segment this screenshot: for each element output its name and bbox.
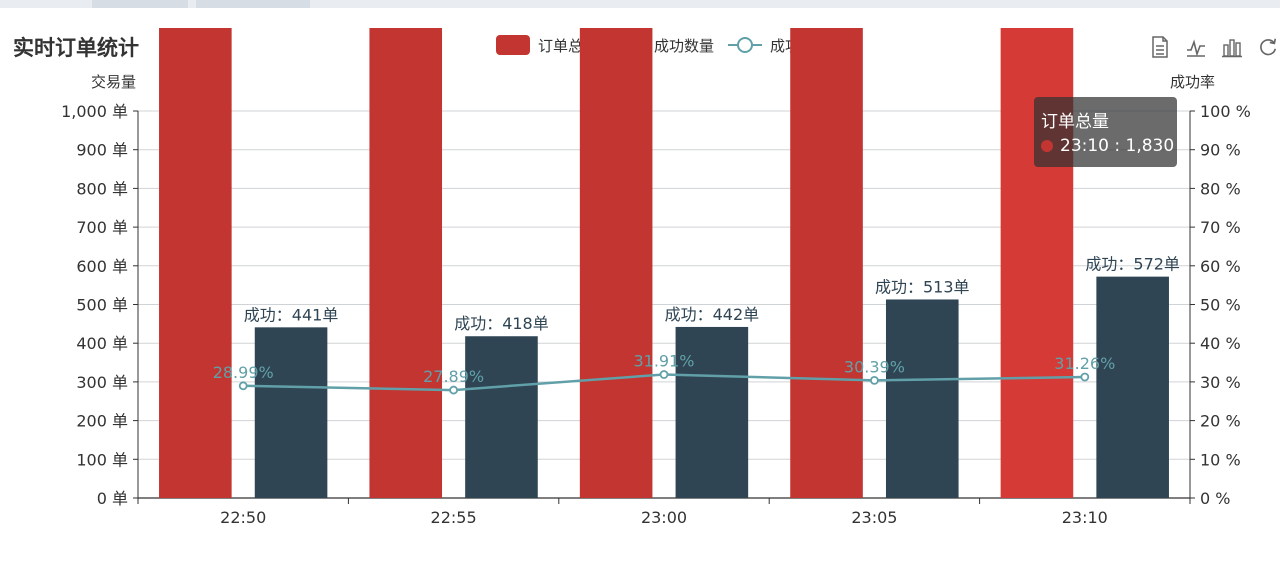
bar-success-count: [1096, 276, 1169, 498]
y-tick-label: 900 单: [76, 141, 128, 160]
y-right-tick-label: 90 %: [1200, 141, 1241, 160]
y-right-tick-label: 50 %: [1200, 296, 1241, 315]
y-right-axis-title: 成功率: [1170, 73, 1215, 91]
bar-total-orders: [159, 28, 232, 498]
point-success-rate: [1080, 372, 1090, 382]
chart-tooltip: 订单总量 23:10 : 1,830: [1034, 97, 1177, 167]
bar-total-orders: [579, 28, 653, 498]
bar-label-success-count: 成功：418单: [454, 314, 549, 333]
y-right-tick-label: 70 %: [1200, 218, 1241, 237]
restore-icon[interactable]: [1258, 36, 1278, 58]
legend-swatch-total-orders: [496, 35, 530, 55]
line-chart-icon[interactable]: [1186, 36, 1206, 58]
y-right-tick-label: 10 %: [1200, 450, 1241, 469]
bar-label-success-count: 成功：441单: [244, 305, 339, 324]
chart-title: 实时订单统计: [13, 36, 139, 60]
y-tick-label: 1,000 单: [61, 102, 128, 121]
x-tick-label: 22:50: [220, 508, 266, 527]
y-tick-label: 100 单: [76, 450, 128, 469]
y-tick-label: 700 单: [76, 218, 128, 237]
y-right-tick-label: 60 %: [1200, 257, 1241, 276]
y-right-tick-label: 40 %: [1200, 334, 1241, 353]
point-label-success-rate: 28.99%: [213, 363, 274, 382]
y-right-tick-label: 100 %: [1200, 102, 1251, 121]
point-label-success-rate: 31.26%: [1054, 354, 1115, 373]
chart-legend: 订单总量 成功数量 成功率: [496, 33, 829, 57]
y-tick-label: 600 单: [76, 257, 128, 276]
y-axis-title: 交易量: [91, 73, 136, 91]
y-tick-label: 500 单: [76, 296, 128, 315]
point-success-rate: [870, 375, 879, 385]
data-view-icon[interactable]: [1150, 36, 1170, 58]
bar-success-count: [885, 299, 959, 498]
point-label-success-rate: 31.91%: [633, 352, 694, 371]
tooltip-marker: [1041, 140, 1053, 152]
point-label-success-rate: 27.89%: [423, 367, 484, 386]
x-tick-label: 22:55: [431, 508, 477, 527]
point-success-rate: [659, 370, 669, 379]
bar-chart-icon[interactable]: [1222, 36, 1242, 58]
chart-toolbox: [1150, 36, 1280, 58]
legend-label-success-count: 成功数量: [654, 36, 715, 55]
y-tick-label: 300 单: [76, 373, 128, 392]
x-tick-label: 23:00: [641, 508, 687, 527]
point-label-success-rate: 30.39%: [844, 357, 905, 376]
point-success-rate: [449, 385, 459, 395]
bar-label-success-count: 成功：442单: [665, 305, 760, 324]
y-tick-label: 0 单: [97, 489, 128, 508]
tooltip-title: 订单总量: [1041, 112, 1109, 132]
tooltip-value: 23:10 : 1,830: [1060, 136, 1175, 156]
browser-tab-strip: [0, 0, 1280, 8]
y-tick-label: 800 单: [76, 179, 128, 198]
tooltip-row: 23:10 : 1,830: [1041, 136, 1174, 156]
y-right-tick-label: 0 %: [1200, 489, 1230, 508]
browser-tab[interactable]: [196, 0, 310, 8]
y-right-tick-label: 20 %: [1200, 412, 1241, 431]
x-tick-label: 23:10: [1062, 508, 1108, 527]
y-tick-label: 200 单: [76, 412, 128, 431]
bar-success-count: [465, 336, 538, 498]
legend-swatch-success-rate: [728, 35, 763, 55]
y-tick-label: 400 单: [76, 334, 128, 353]
bar-total-orders: [369, 28, 443, 498]
y-right-tick-label: 80 %: [1200, 179, 1241, 198]
bar-label-success-count: 成功：572单: [1085, 255, 1180, 274]
browser-tab[interactable]: [92, 0, 188, 8]
point-success-rate: [238, 381, 248, 391]
bar-total-orders: [790, 28, 863, 498]
bar-success-count: [254, 327, 328, 498]
x-tick-label: 23:05: [851, 508, 897, 527]
bar-success-count: [675, 326, 749, 498]
y-right-tick-label: 30 %: [1200, 373, 1241, 392]
bar-label-success-count: 成功：513单: [875, 277, 970, 296]
